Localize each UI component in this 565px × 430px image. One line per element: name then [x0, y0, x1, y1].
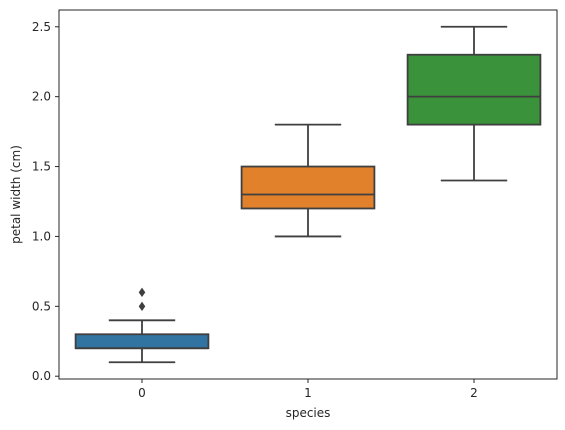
- box-group-1: [240, 123, 376, 238]
- box-0: [74, 333, 210, 350]
- x-tick-label: 0: [138, 386, 146, 400]
- outlier-point-0-0: [138, 301, 146, 312]
- x-axis-label: species: [286, 406, 331, 420]
- box-group-0: [74, 287, 210, 364]
- box-2: [406, 53, 542, 126]
- box-group-2: [406, 25, 542, 182]
- y-tick-label: 1.5: [32, 160, 51, 174]
- outlier-point-0-1: [138, 287, 146, 298]
- y-tick-label: 0.0: [32, 369, 51, 383]
- y-axis-label: petal width (cm): [9, 145, 23, 244]
- y-tick-label: 2.0: [32, 90, 51, 104]
- x-axis: 0 1 2: [138, 379, 478, 400]
- y-tick-label: 0.5: [32, 299, 51, 313]
- box-1: [240, 165, 376, 210]
- x-tick-label: 1: [304, 386, 312, 400]
- y-tick-label: 2.5: [32, 20, 51, 34]
- y-axis: 0.0 0.5 1.0 1.5 2.0 2.5: [32, 20, 59, 383]
- x-tick-label: 2: [470, 386, 478, 400]
- plot-area: [74, 25, 542, 364]
- y-tick-label: 1.0: [32, 229, 51, 243]
